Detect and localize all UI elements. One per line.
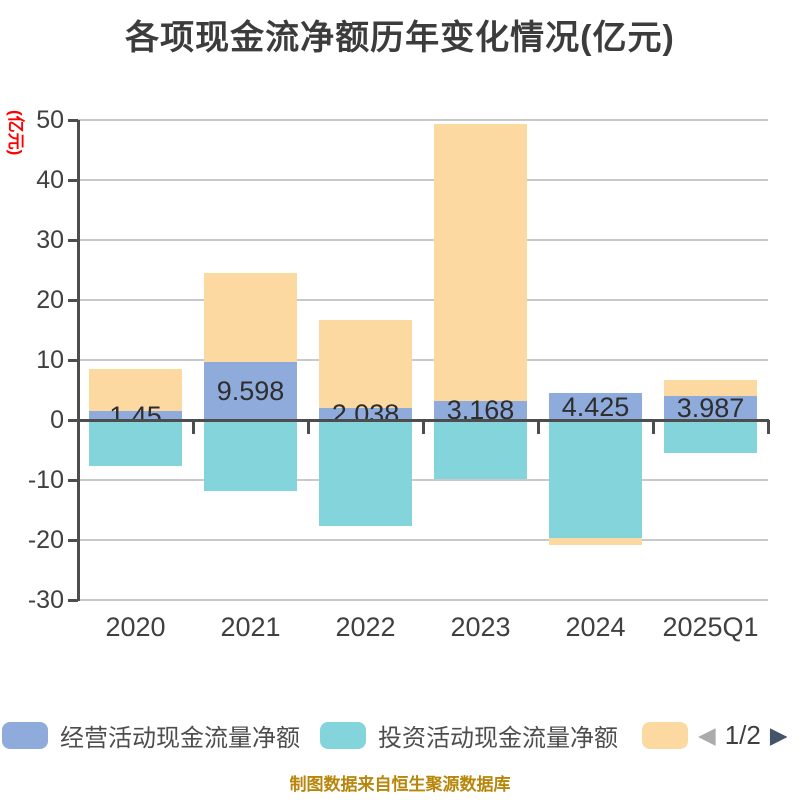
y-tick-label: -30: [27, 586, 64, 614]
x-tick-mark: [651, 420, 655, 434]
y-tick-label: -10: [27, 466, 64, 494]
plot-area: 50 40 30 20 10 0 -10 -20 -30 1.45 9.598 2.038 3.168 4…: [28, 106, 770, 642]
bar-segment-operating[interactable]: [549, 393, 642, 420]
gridline: [78, 299, 768, 301]
y-tick-mark: [68, 418, 78, 422]
bar-segment-investing[interactable]: [319, 420, 412, 527]
y-tick-mark: [68, 538, 78, 542]
gridline: [78, 599, 768, 601]
gridline: [78, 539, 768, 541]
pager-next-icon[interactable]: ▶: [769, 722, 788, 748]
bar-segment-investing[interactable]: [89, 420, 182, 466]
y-tick-label: 50: [36, 106, 64, 134]
legend-pager: ◀ 1/2 ▶: [698, 719, 788, 750]
x-category-label: 2020: [105, 612, 166, 642]
x-category-label: 2025Q1: [662, 612, 759, 642]
pager-page-indicator: 1/2: [724, 719, 761, 750]
y-tick-mark: [68, 598, 78, 602]
x-category-label: 2023: [450, 612, 511, 642]
legend-item-third[interactable]: [642, 721, 688, 749]
bar-segment-financing[interactable]: [434, 123, 527, 401]
bar-segment-operating[interactable]: [319, 407, 412, 420]
bar-segment-financing[interactable]: [319, 320, 412, 408]
y-tick-label: 20: [36, 286, 64, 314]
x-tick-mark: [191, 420, 195, 434]
legend-swatch-investing[interactable]: [320, 721, 366, 749]
x-category-label: 2022: [335, 612, 396, 642]
x-tick-mark: [306, 420, 310, 434]
y-tick-mark: [68, 298, 78, 302]
legend: 经营活动现金流量净额 投资活动现金流量净额 ◀ 1/2 ▶: [0, 719, 800, 752]
y-tick-mark: [68, 178, 78, 182]
bar-value-label: 3.987: [676, 393, 745, 424]
legend-swatch-third[interactable]: [642, 721, 688, 749]
x-tick-mark: [421, 420, 425, 434]
x-category-label: 2024: [565, 612, 626, 642]
bar-segment-operating[interactable]: [204, 362, 297, 420]
bar-segment-investing[interactable]: [549, 420, 642, 538]
bar-segment-financing[interactable]: [89, 369, 182, 412]
y-tick-label: -20: [27, 526, 64, 554]
bar-segment-financing[interactable]: [664, 379, 757, 397]
legend-label-investing[interactable]: 投资活动现金流量净额: [378, 724, 618, 752]
bar-value-label: 9.598: [216, 376, 285, 407]
legend-swatch-operating[interactable]: [2, 721, 48, 749]
bar-segment-financing[interactable]: [549, 537, 642, 546]
y-tick-label: 40: [36, 166, 64, 194]
gridline: [78, 479, 768, 481]
gridline: [78, 359, 768, 361]
bar-segment-investing[interactable]: [434, 420, 527, 479]
chart-title: 各项现金流净额历年变化情况(亿元): [125, 19, 675, 57]
y-tick-mark: [68, 238, 78, 242]
bar-segment-operating[interactable]: [434, 400, 527, 420]
bar-segment-operating[interactable]: [89, 411, 182, 420]
bar-segment-investing[interactable]: [204, 420, 297, 491]
y-axis-line: [77, 120, 80, 601]
gridline: [78, 119, 768, 121]
pager-prev-icon[interactable]: ◀: [698, 722, 716, 748]
bar-value-label: 4.425: [561, 391, 630, 422]
bar-segment-financing[interactable]: [204, 273, 297, 363]
gridline: [78, 239, 768, 241]
y-tick-label: 30: [36, 226, 64, 254]
x-tick-mark: [536, 420, 540, 434]
y-tick-mark: [68, 478, 78, 482]
x-category-label: 2021: [220, 612, 281, 642]
x-tick-mark: [76, 420, 80, 434]
gridline: [78, 179, 768, 181]
y-tick-mark: [68, 358, 78, 362]
legend-item-investing[interactable]: 投资活动现金流量净额: [320, 721, 618, 752]
y-tick-label: 10: [36, 346, 64, 374]
bar-segment-investing[interactable]: [664, 420, 757, 453]
legend-label-operating[interactable]: 经营活动现金流量净额: [60, 724, 300, 752]
x-tick-mark: [766, 420, 770, 434]
bar-segment-operating[interactable]: [664, 396, 757, 420]
legend-item-operating[interactable]: 经营活动现金流量净额: [2, 721, 300, 752]
data-source-note: 制图数据来自恒生聚源数据库: [289, 775, 511, 794]
y-tick-label: 0: [50, 406, 64, 434]
y-tick-mark: [68, 118, 78, 122]
